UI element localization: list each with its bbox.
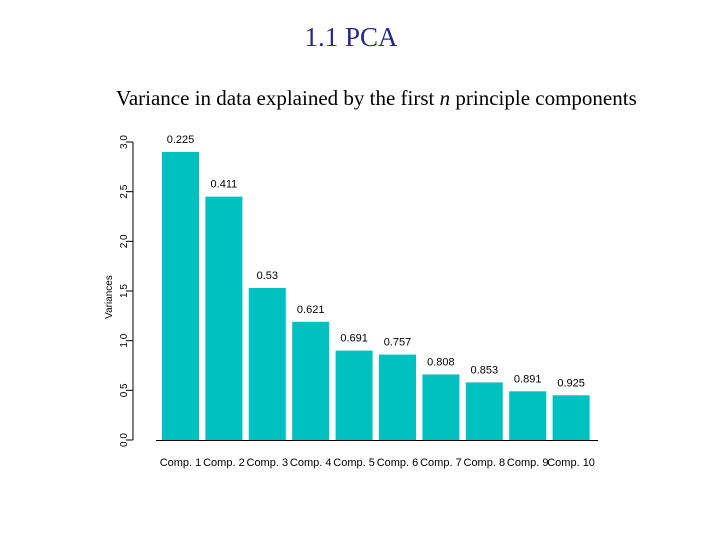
subtitle-variable-n: n (439, 86, 451, 110)
y-tick-label: 0.5 (119, 383, 130, 397)
y-tick-label: 0.0 (119, 433, 130, 447)
bar (465, 382, 503, 440)
subtitle-text-start: Variance in data explained by the first (116, 86, 440, 110)
x-tick-label: Comp. 5 (333, 457, 375, 469)
bar (248, 288, 286, 440)
slide-title: 1.1 PCA (304, 22, 398, 52)
bar-data-label: 0.621 (297, 304, 325, 316)
bar (552, 395, 590, 440)
y-axis: 0.0 0.5 1.0 1.5 2.0 2.5 3.0 (119, 135, 134, 447)
slide-subtitle: Variance in data explained by the first … (116, 86, 637, 111)
x-tick-label: Comp. 7 (420, 457, 462, 469)
y-axis-label: Variances (104, 275, 115, 319)
bar (422, 374, 460, 440)
x-tick-label: Comp. 4 (290, 457, 332, 469)
x-tick-label: Comp. 3 (247, 457, 289, 469)
bars (162, 151, 590, 440)
bar-data-label: 0.225 (167, 134, 195, 146)
bar (162, 151, 199, 440)
x-tick-labels: Comp. 1 Comp. 2 Comp. 3 Comp. 4 Comp. 5 Comp.… (160, 457, 595, 469)
bar-data-label: 0.808 (427, 356, 455, 368)
y-tick-label: 3.0 (119, 135, 130, 149)
y-tick-label: 1.5 (119, 284, 130, 298)
bar (379, 354, 416, 440)
bar-data-label: 0.691 (340, 333, 368, 345)
bar (335, 350, 373, 440)
bar-data-labels: 0.225 0.411 0.53 0.621 0.691 0.757 0.808 0.853 0… (167, 134, 585, 389)
bar-data-label: 0.925 (557, 377, 585, 389)
bar-data-label: 0.411 (211, 179, 238, 191)
bar (205, 196, 243, 440)
bar-data-label: 0.757 (384, 337, 412, 349)
bar-data-label: 0.853 (471, 364, 499, 376)
bar (509, 391, 547, 440)
bar-data-label: 0.53 (257, 270, 278, 282)
x-tick-label: Comp. 2 (203, 457, 245, 469)
x-tick-label: Comp. 1 (160, 457, 202, 469)
subtitle-text-end: principle components (450, 86, 637, 110)
x-tick-label: Comp. 10 (547, 457, 595, 469)
y-tick-label: 2.0 (119, 234, 130, 248)
bar-data-label: 0.891 (514, 373, 542, 385)
x-tick-label: Comp. 6 (377, 457, 419, 469)
y-tick-label: 1.0 (119, 333, 130, 347)
x-tick-label: Comp. 9 (507, 457, 549, 469)
y-tick-label: 2.5 (119, 184, 130, 198)
x-tick-label: Comp. 8 (464, 457, 506, 469)
bar (292, 321, 330, 440)
